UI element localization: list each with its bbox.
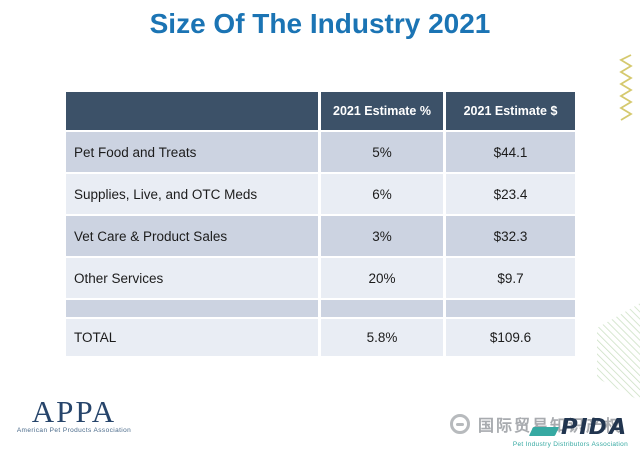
industry-size-table: 2021 Estimate % 2021 Estimate $ Pet Food… [66,92,575,358]
row-label: Other Services [66,258,318,298]
header-cell-estimate-usd: 2021 Estimate $ [446,92,575,130]
zigzag-decoration-icon [619,54,633,121]
row-label: Pet Food and Treats [66,132,318,172]
page-title: Size Of The Industry 2021 [149,8,491,39]
hexagon-decoration-icon [597,303,640,401]
header-cell-estimate-pct: 2021 Estimate % [321,92,443,130]
pida-logo-text: PIDA [561,413,628,439]
total-usd: $109.6 [446,319,575,356]
header-cell-category [66,92,318,130]
pida-logo-subtitle: Pet Industry Distributors Association [512,441,628,448]
row-label: Supplies, Live, and OTC Meds [66,174,318,214]
row-label: Vet Care & Product Sales [66,216,318,256]
pida-swoosh-icon [528,427,560,436]
row-pct: 20% [321,258,443,298]
pida-logo: PIDA Pet Industry Distributors Associati… [512,413,628,449]
total-label: TOTAL [66,319,318,356]
appa-logo-subtitle: American Pet Products Association [16,427,132,434]
table-total-row: TOTAL 5.8% $109.6 [66,319,575,356]
row-pct: 5% [321,132,443,172]
total-pct: 5.8% [321,319,443,356]
row-usd: $44.1 [446,132,575,172]
watermark-globe-icon [449,414,470,434]
appa-logo-text: APPA [31,394,117,429]
table-header-row: 2021 Estimate % 2021 Estimate $ [66,92,575,130]
row-usd: $32.3 [446,216,575,256]
table-spacer-row [66,300,575,317]
watermark: 国际贸易知识产权 [449,412,622,436]
table-row: Pet Food and Treats 5% $44.1 [66,132,575,172]
row-pct: 6% [321,174,443,214]
appa-logo: APPA American Pet Products Association [14,396,134,434]
table-row: Vet Care & Product Sales 3% $32.3 [66,216,575,256]
row-pct: 3% [321,216,443,256]
row-usd: $9.7 [446,258,575,298]
table-row: Supplies, Live, and OTC Meds 6% $23.4 [66,174,575,214]
watermark-text: 国际贸易知识产权 [478,412,622,436]
table-row: Other Services 20% $9.7 [66,258,575,298]
row-usd: $23.4 [446,174,575,214]
